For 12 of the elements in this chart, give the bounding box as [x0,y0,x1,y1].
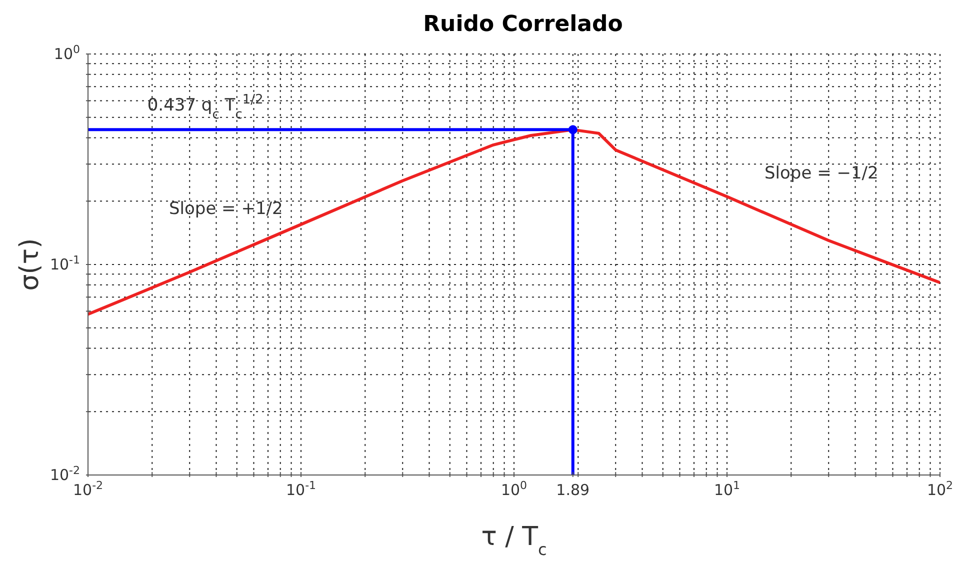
x-tick-label: 10$^{2}$ [926,478,954,499]
y-tick-label: 10$^{-1}$ [50,253,80,274]
x-tick-label: 10$^{1}$ [714,478,740,499]
x-tick-label: 10$^{-1}$ [286,478,316,499]
annotation: Slope = +1/2 [168,198,283,219]
y-tick-label: 10$^{0}$ [54,42,80,63]
x-tick-label: 1.89 [556,481,590,499]
chart-title: Ruido Correlado [422,12,624,37]
x-tick-label: 10$^{0}$ [500,478,528,499]
annotation: Slope = −1/2 [764,164,878,184]
y-axis-title: σ(τ) [15,238,45,291]
x-axis-title: τ / T$_{c}$ [481,522,547,558]
